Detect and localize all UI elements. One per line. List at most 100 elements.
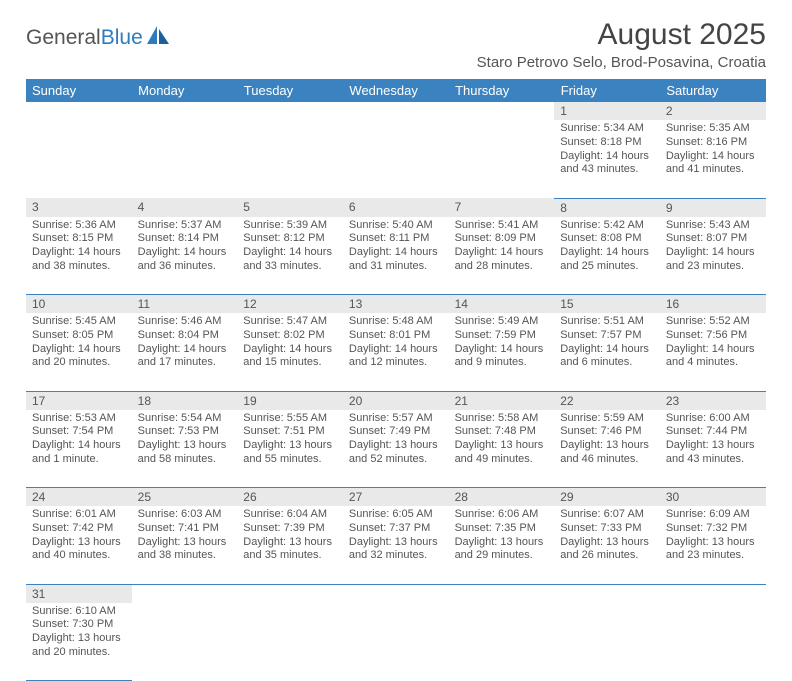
day-cell: Sunrise: 6:06 AMSunset: 7:35 PMDaylight:…: [449, 506, 555, 584]
day-number-cell: 25: [132, 488, 238, 507]
week-row: Sunrise: 5:53 AMSunset: 7:54 PMDaylight:…: [26, 410, 766, 488]
day-cell: Sunrise: 5:40 AMSunset: 8:11 PMDaylight:…: [343, 217, 449, 295]
day-number-cell: [237, 102, 343, 120]
sunset-text: Sunset: 8:05 PM: [32, 329, 126, 343]
daylight-text-2: and 31 minutes.: [349, 260, 443, 274]
daylight-text-2: and 32 minutes.: [349, 549, 443, 563]
day-cell: Sunrise: 5:42 AMSunset: 8:08 PMDaylight:…: [554, 217, 660, 295]
weekday-header-row: Sunday Monday Tuesday Wednesday Thursday…: [26, 79, 766, 102]
daylight-text-1: Daylight: 13 hours: [32, 536, 126, 550]
day-cell-content: Sunrise: 5:59 AMSunset: 7:46 PMDaylight:…: [554, 410, 660, 471]
day-cell: Sunrise: 6:03 AMSunset: 7:41 PMDaylight:…: [132, 506, 238, 584]
sunset-text: Sunset: 8:16 PM: [666, 136, 760, 150]
day-number-cell: 3: [26, 198, 132, 217]
header: GeneralBlue August 2025 Staro Petrovo Se…: [26, 18, 766, 71]
weekday-header: Monday: [132, 79, 238, 102]
day-cell: Sunrise: 6:05 AMSunset: 7:37 PMDaylight:…: [343, 506, 449, 584]
day-number-cell: 30: [660, 488, 766, 507]
page-subtitle: Staro Petrovo Selo, Brod-Posavina, Croat…: [477, 54, 766, 71]
sunset-text: Sunset: 7:44 PM: [666, 425, 760, 439]
sunrise-text: Sunrise: 6:06 AM: [455, 508, 549, 522]
day-cell: Sunrise: 5:51 AMSunset: 7:57 PMDaylight:…: [554, 313, 660, 391]
daynum-row: 31: [26, 584, 766, 603]
weekday-header: Sunday: [26, 79, 132, 102]
day-cell-content: Sunrise: 6:04 AMSunset: 7:39 PMDaylight:…: [237, 506, 343, 567]
day-cell-content: Sunrise: 5:46 AMSunset: 8:04 PMDaylight:…: [132, 313, 238, 374]
day-cell: Sunrise: 5:39 AMSunset: 8:12 PMDaylight:…: [237, 217, 343, 295]
day-cell: Sunrise: 6:10 AMSunset: 7:30 PMDaylight:…: [26, 603, 132, 681]
day-number-cell: 9: [660, 198, 766, 217]
logo-text-2: Blue: [101, 26, 143, 49]
day-cell: [343, 120, 449, 198]
day-number-cell: 12: [237, 295, 343, 314]
sunrise-text: Sunrise: 5:46 AM: [138, 315, 232, 329]
sunset-text: Sunset: 7:48 PM: [455, 425, 549, 439]
sunset-text: Sunset: 7:30 PM: [32, 618, 126, 632]
day-cell: Sunrise: 5:45 AMSunset: 8:05 PMDaylight:…: [26, 313, 132, 391]
daylight-text-1: Daylight: 14 hours: [32, 439, 126, 453]
sunrise-text: Sunrise: 5:51 AM: [560, 315, 654, 329]
day-cell-content: Sunrise: 6:06 AMSunset: 7:35 PMDaylight:…: [449, 506, 555, 567]
day-cell: Sunrise: 5:43 AMSunset: 8:07 PMDaylight:…: [660, 217, 766, 295]
day-cell-content: Sunrise: 5:42 AMSunset: 8:08 PMDaylight:…: [554, 217, 660, 278]
sunrise-text: Sunrise: 5:58 AM: [455, 412, 549, 426]
day-cell-content: Sunrise: 6:05 AMSunset: 7:37 PMDaylight:…: [343, 506, 449, 567]
calendar-table: Sunday Monday Tuesday Wednesday Thursday…: [26, 79, 766, 681]
daylight-text-1: Daylight: 14 hours: [32, 343, 126, 357]
sunset-text: Sunset: 7:42 PM: [32, 522, 126, 536]
day-number-cell: 4: [132, 198, 238, 217]
daylight-text-2: and 23 minutes.: [666, 260, 760, 274]
daylight-text-2: and 46 minutes.: [560, 453, 654, 467]
daylight-text-1: Daylight: 13 hours: [138, 439, 232, 453]
daynum-row: 10111213141516: [26, 295, 766, 314]
day-number-cell: 8: [554, 198, 660, 217]
day-cell: Sunrise: 5:34 AMSunset: 8:18 PMDaylight:…: [554, 120, 660, 198]
day-number-cell: 17: [26, 391, 132, 410]
weekday-header: Saturday: [660, 79, 766, 102]
sunrise-text: Sunrise: 6:10 AM: [32, 605, 126, 619]
sunset-text: Sunset: 7:39 PM: [243, 522, 337, 536]
sunrise-text: Sunrise: 5:53 AM: [32, 412, 126, 426]
weekday-header: Tuesday: [237, 79, 343, 102]
daylight-text-2: and 9 minutes.: [455, 356, 549, 370]
daylight-text-1: Daylight: 14 hours: [455, 246, 549, 260]
daylight-text-2: and 12 minutes.: [349, 356, 443, 370]
day-cell: Sunrise: 5:47 AMSunset: 8:02 PMDaylight:…: [237, 313, 343, 391]
day-number-cell: 19: [237, 391, 343, 410]
day-number-cell: 2: [660, 102, 766, 120]
daylight-text-2: and 41 minutes.: [666, 163, 760, 177]
day-cell: Sunrise: 5:53 AMSunset: 7:54 PMDaylight:…: [26, 410, 132, 488]
day-cell-content: Sunrise: 6:03 AMSunset: 7:41 PMDaylight:…: [132, 506, 238, 567]
weekday-header: Wednesday: [343, 79, 449, 102]
sunset-text: Sunset: 8:15 PM: [32, 232, 126, 246]
day-number-cell: [449, 102, 555, 120]
day-cell-content: Sunrise: 5:39 AMSunset: 8:12 PMDaylight:…: [237, 217, 343, 278]
weekday-header: Friday: [554, 79, 660, 102]
day-number-cell: 15: [554, 295, 660, 314]
day-number-cell: 5: [237, 198, 343, 217]
weekday-header: Thursday: [449, 79, 555, 102]
sunrise-text: Sunrise: 5:55 AM: [243, 412, 337, 426]
day-cell-content: Sunrise: 5:37 AMSunset: 8:14 PMDaylight:…: [132, 217, 238, 278]
sunset-text: Sunset: 8:11 PM: [349, 232, 443, 246]
day-number-cell: 26: [237, 488, 343, 507]
sunset-text: Sunset: 7:41 PM: [138, 522, 232, 536]
day-cell: [449, 120, 555, 198]
day-number-cell: [26, 102, 132, 120]
day-cell-content: Sunrise: 5:51 AMSunset: 7:57 PMDaylight:…: [554, 313, 660, 374]
day-cell-content: Sunrise: 5:34 AMSunset: 8:18 PMDaylight:…: [554, 120, 660, 181]
sunrise-text: Sunrise: 5:42 AM: [560, 219, 654, 233]
sunset-text: Sunset: 8:04 PM: [138, 329, 232, 343]
sunrise-text: Sunrise: 6:00 AM: [666, 412, 760, 426]
sunset-text: Sunset: 7:32 PM: [666, 522, 760, 536]
day-cell-content: Sunrise: 5:36 AMSunset: 8:15 PMDaylight:…: [26, 217, 132, 278]
daylight-text-1: Daylight: 13 hours: [455, 439, 549, 453]
daylight-text-1: Daylight: 14 hours: [32, 246, 126, 260]
day-cell: Sunrise: 5:55 AMSunset: 7:51 PMDaylight:…: [237, 410, 343, 488]
daylight-text-1: Daylight: 14 hours: [560, 150, 654, 164]
daylight-text-2: and 26 minutes.: [560, 549, 654, 563]
daylight-text-2: and 28 minutes.: [455, 260, 549, 274]
sunrise-text: Sunrise: 5:49 AM: [455, 315, 549, 329]
sunrise-text: Sunrise: 5:54 AM: [138, 412, 232, 426]
day-number-cell: 31: [26, 584, 132, 603]
